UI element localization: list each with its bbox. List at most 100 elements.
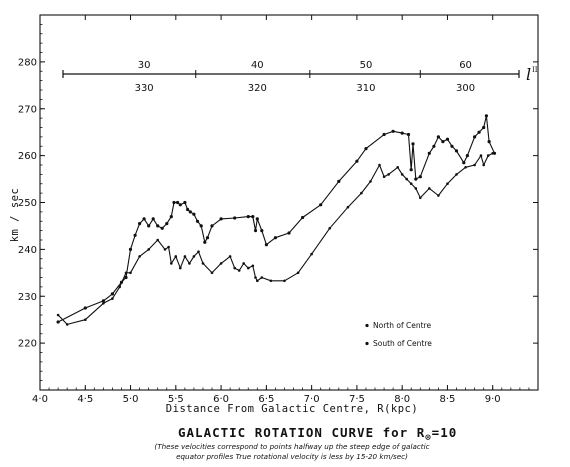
x-tick-label: 7·5 xyxy=(349,394,365,405)
data-point xyxy=(254,276,257,279)
data-point xyxy=(183,200,187,205)
data-point xyxy=(283,279,286,283)
x-tick-label: 8·5 xyxy=(440,394,456,405)
plot-frame xyxy=(39,14,539,391)
data-point xyxy=(464,166,467,169)
legend-entry: South of Centre xyxy=(373,339,432,348)
data-point xyxy=(199,224,203,228)
chart-title-suffix: =10 xyxy=(432,425,458,440)
data-point xyxy=(237,269,241,272)
data-point xyxy=(462,161,466,165)
data-point xyxy=(346,205,350,209)
data-point xyxy=(192,255,196,258)
data-point xyxy=(101,299,105,303)
data-point xyxy=(178,203,182,207)
x-tick-label: 4·5 xyxy=(77,394,93,405)
data-point xyxy=(264,243,268,247)
data-point xyxy=(409,168,413,172)
data-point xyxy=(465,154,469,158)
data-point xyxy=(210,271,214,275)
data-point xyxy=(473,135,477,139)
data-point xyxy=(151,217,155,221)
data-point xyxy=(210,224,214,228)
data-point xyxy=(142,217,146,221)
data-point xyxy=(197,250,200,253)
data-point xyxy=(124,271,128,275)
data-point xyxy=(188,210,192,214)
data-point xyxy=(124,275,128,280)
legend-entry: North of Centre xyxy=(373,321,431,330)
legend-marker xyxy=(365,341,369,346)
data-point xyxy=(491,152,495,155)
data-point xyxy=(233,266,236,270)
data-point xyxy=(427,151,431,155)
data-point xyxy=(428,187,431,190)
data-point xyxy=(195,219,200,223)
data-point xyxy=(310,252,313,256)
data-point xyxy=(156,224,160,228)
data-point xyxy=(411,142,415,146)
data-point xyxy=(378,163,381,167)
data-point xyxy=(163,248,167,251)
data-point xyxy=(396,166,400,169)
series-south-of-centre xyxy=(56,152,495,326)
data-point xyxy=(455,173,458,176)
data-point xyxy=(287,231,291,235)
y-tick-label: 250 xyxy=(18,198,37,209)
data-point xyxy=(133,233,137,237)
data-point xyxy=(246,215,250,219)
top-longitude-axis: 30 330 40 320 50 310 60 300 l II xyxy=(62,60,538,94)
data-point xyxy=(128,247,133,251)
y-tick-label: 270 xyxy=(18,104,37,115)
x-axis-label: Distance From Galactic Centre, R(kpc) xyxy=(166,403,418,415)
data-point xyxy=(360,191,363,195)
data-point xyxy=(301,215,305,220)
data-point xyxy=(441,140,445,144)
data-point xyxy=(479,154,483,157)
data-point xyxy=(450,144,454,148)
data-point xyxy=(156,238,159,242)
x-tick-label: 8·0 xyxy=(394,394,410,405)
data-point xyxy=(418,175,422,179)
longitude-upper-label: 40 xyxy=(251,60,264,71)
axes: 4·0 4·5 5·0 5·5 6·0 6·5 7·0 7·5 8·0 8·5 9·0 220 230 2… xyxy=(18,14,539,405)
y-tick-label: 240 xyxy=(18,245,37,256)
data-point xyxy=(201,262,205,265)
longitude-symbol: l xyxy=(526,65,531,84)
longitude-upper-label: 60 xyxy=(459,60,472,71)
data-point xyxy=(436,135,440,139)
data-point xyxy=(170,262,173,265)
data-point xyxy=(247,266,250,270)
y-tick-label: 230 xyxy=(18,292,37,303)
data-point xyxy=(172,200,176,205)
data-point xyxy=(482,125,486,130)
data-point xyxy=(174,255,178,258)
y-tick-label: 260 xyxy=(18,151,37,162)
data-point xyxy=(84,318,87,322)
data-point xyxy=(337,179,341,183)
data-point xyxy=(169,215,173,219)
x-tick-label: 4·0 xyxy=(32,394,48,405)
data-point xyxy=(432,144,436,148)
x-tick-label: 6·5 xyxy=(258,394,274,405)
data-point xyxy=(56,313,60,317)
longitude-upper-label: 30 xyxy=(138,60,151,71)
data-point xyxy=(111,297,114,300)
legend: North of Centre South of Centre xyxy=(365,321,432,348)
series-line xyxy=(57,115,495,323)
chart-title: GALACTIC ROTATION CURVE for R⊙=10 xyxy=(178,425,457,443)
x-tick-label: 5·5 xyxy=(168,394,184,405)
data-point xyxy=(129,271,132,275)
data-point xyxy=(273,236,277,240)
data-point xyxy=(138,255,141,258)
data-point xyxy=(419,196,422,200)
chart-note-line-2: equator profiles True rotational velocit… xyxy=(176,452,408,461)
data-point xyxy=(176,200,180,205)
data-point xyxy=(255,279,259,283)
x-tick-label: 5·0 xyxy=(123,394,139,405)
data-point xyxy=(147,224,151,228)
data-point xyxy=(400,173,404,176)
data-point xyxy=(414,177,418,181)
data-point xyxy=(382,175,386,178)
data-point xyxy=(83,306,87,310)
